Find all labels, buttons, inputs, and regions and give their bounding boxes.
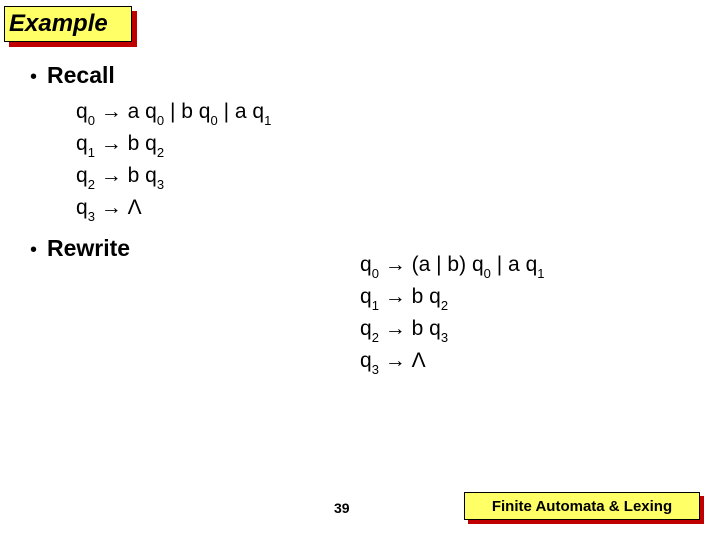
state: q	[526, 253, 538, 276]
state-sub: 1	[88, 145, 95, 160]
state-sub: 3	[88, 209, 95, 224]
bullet-dot-icon: •	[30, 67, 37, 87]
sym: b	[412, 285, 424, 308]
state-sub: 0	[484, 266, 491, 281]
rewrite-rule-0: q0 → (a | b) q0 | a q1	[360, 250, 545, 282]
state: q	[199, 100, 211, 123]
sym: a	[235, 100, 247, 123]
state-sub: 2	[88, 177, 95, 192]
bullet-rewrite-label: Rewrite	[47, 235, 130, 262]
state: q	[145, 100, 157, 123]
arrow-icon: →	[385, 349, 406, 372]
state-sub: 0	[372, 266, 379, 281]
sym: a	[508, 253, 520, 276]
lambda: Λ	[128, 196, 142, 219]
arrow-icon: →	[101, 196, 122, 219]
sym: b	[412, 317, 424, 340]
state: q	[360, 349, 372, 372]
state-sub: 0	[210, 113, 217, 128]
arrow-icon: →	[101, 164, 122, 187]
state: q	[360, 285, 372, 308]
state: q	[145, 164, 157, 187]
footer-label: Finite Automata & Lexing	[492, 498, 672, 515]
bullet-recall: • Recall	[30, 62, 700, 89]
state-sub: 3	[157, 177, 164, 192]
bullet-dot-icon: •	[30, 240, 37, 260]
slide-content: • Recall q0 → a q0 | b q0 | a q1 q1 → b …	[30, 62, 700, 270]
title-front: Example	[4, 6, 132, 42]
footer-box: Finite Automata & Lexing	[464, 492, 700, 520]
state: q	[76, 196, 88, 219]
state-sub: 1	[537, 266, 544, 281]
footer-front: Finite Automata & Lexing	[464, 492, 700, 520]
state: q	[360, 253, 372, 276]
page-number: 39	[334, 500, 350, 516]
state-sub: 3	[441, 330, 448, 345]
state: q	[429, 317, 441, 340]
arrow-icon: →	[101, 132, 122, 155]
state-sub: 0	[88, 113, 95, 128]
recall-rule-2: q2 → b q3	[76, 161, 700, 193]
state: q	[252, 100, 264, 123]
arrow-icon: →	[385, 317, 406, 340]
rewrite-rule-2: q2 → b q3	[360, 314, 545, 346]
slide-title-box: Example	[4, 6, 132, 42]
recall-rule-0: q0 → a q0 | b q0 | a q1	[76, 97, 700, 129]
state-sub: 3	[372, 362, 379, 377]
state: q	[145, 132, 157, 155]
sym: b	[128, 164, 140, 187]
sym: a	[128, 100, 140, 123]
state-sub: 1	[372, 298, 379, 313]
state: q	[76, 164, 88, 187]
pipe: |	[224, 100, 229, 123]
state: q	[429, 285, 441, 308]
rewrite-rule-3: q3 → Λ	[360, 346, 545, 378]
arrow-icon: →	[385, 285, 406, 308]
state: q	[360, 317, 372, 340]
sym: b	[181, 100, 193, 123]
recall-rule-1: q1 → b q2	[76, 129, 700, 161]
state-sub: 2	[441, 298, 448, 313]
recall-rules: q0 → a q0 | b q0 | a q1 q1 → b q2 q2 → b…	[76, 97, 700, 225]
sym: b	[128, 132, 140, 155]
arrow-icon: →	[101, 100, 122, 123]
bullet-recall-label: Recall	[47, 62, 115, 89]
state-sub: 2	[372, 330, 379, 345]
state-sub: 2	[157, 145, 164, 160]
recall-rule-3: q3 → Λ	[76, 193, 700, 225]
arrow-icon: →	[385, 253, 406, 276]
state: q	[76, 100, 88, 123]
state-sub: 1	[264, 113, 271, 128]
group: (a | b)	[412, 253, 466, 276]
slide-footer: 39 Finite Automata & Lexing	[0, 486, 720, 516]
pipe: |	[170, 100, 175, 123]
state-sub: 0	[157, 113, 164, 128]
state: q	[76, 132, 88, 155]
lambda: Λ	[412, 349, 426, 372]
rewrite-rule-1: q1 → b q2	[360, 282, 545, 314]
rewrite-rules: q0 → (a | b) q0 | a q1 q1 → b q2 q2 → b …	[360, 250, 545, 378]
slide-title: Example	[9, 10, 108, 38]
state: q	[472, 253, 484, 276]
pipe: |	[497, 253, 502, 276]
